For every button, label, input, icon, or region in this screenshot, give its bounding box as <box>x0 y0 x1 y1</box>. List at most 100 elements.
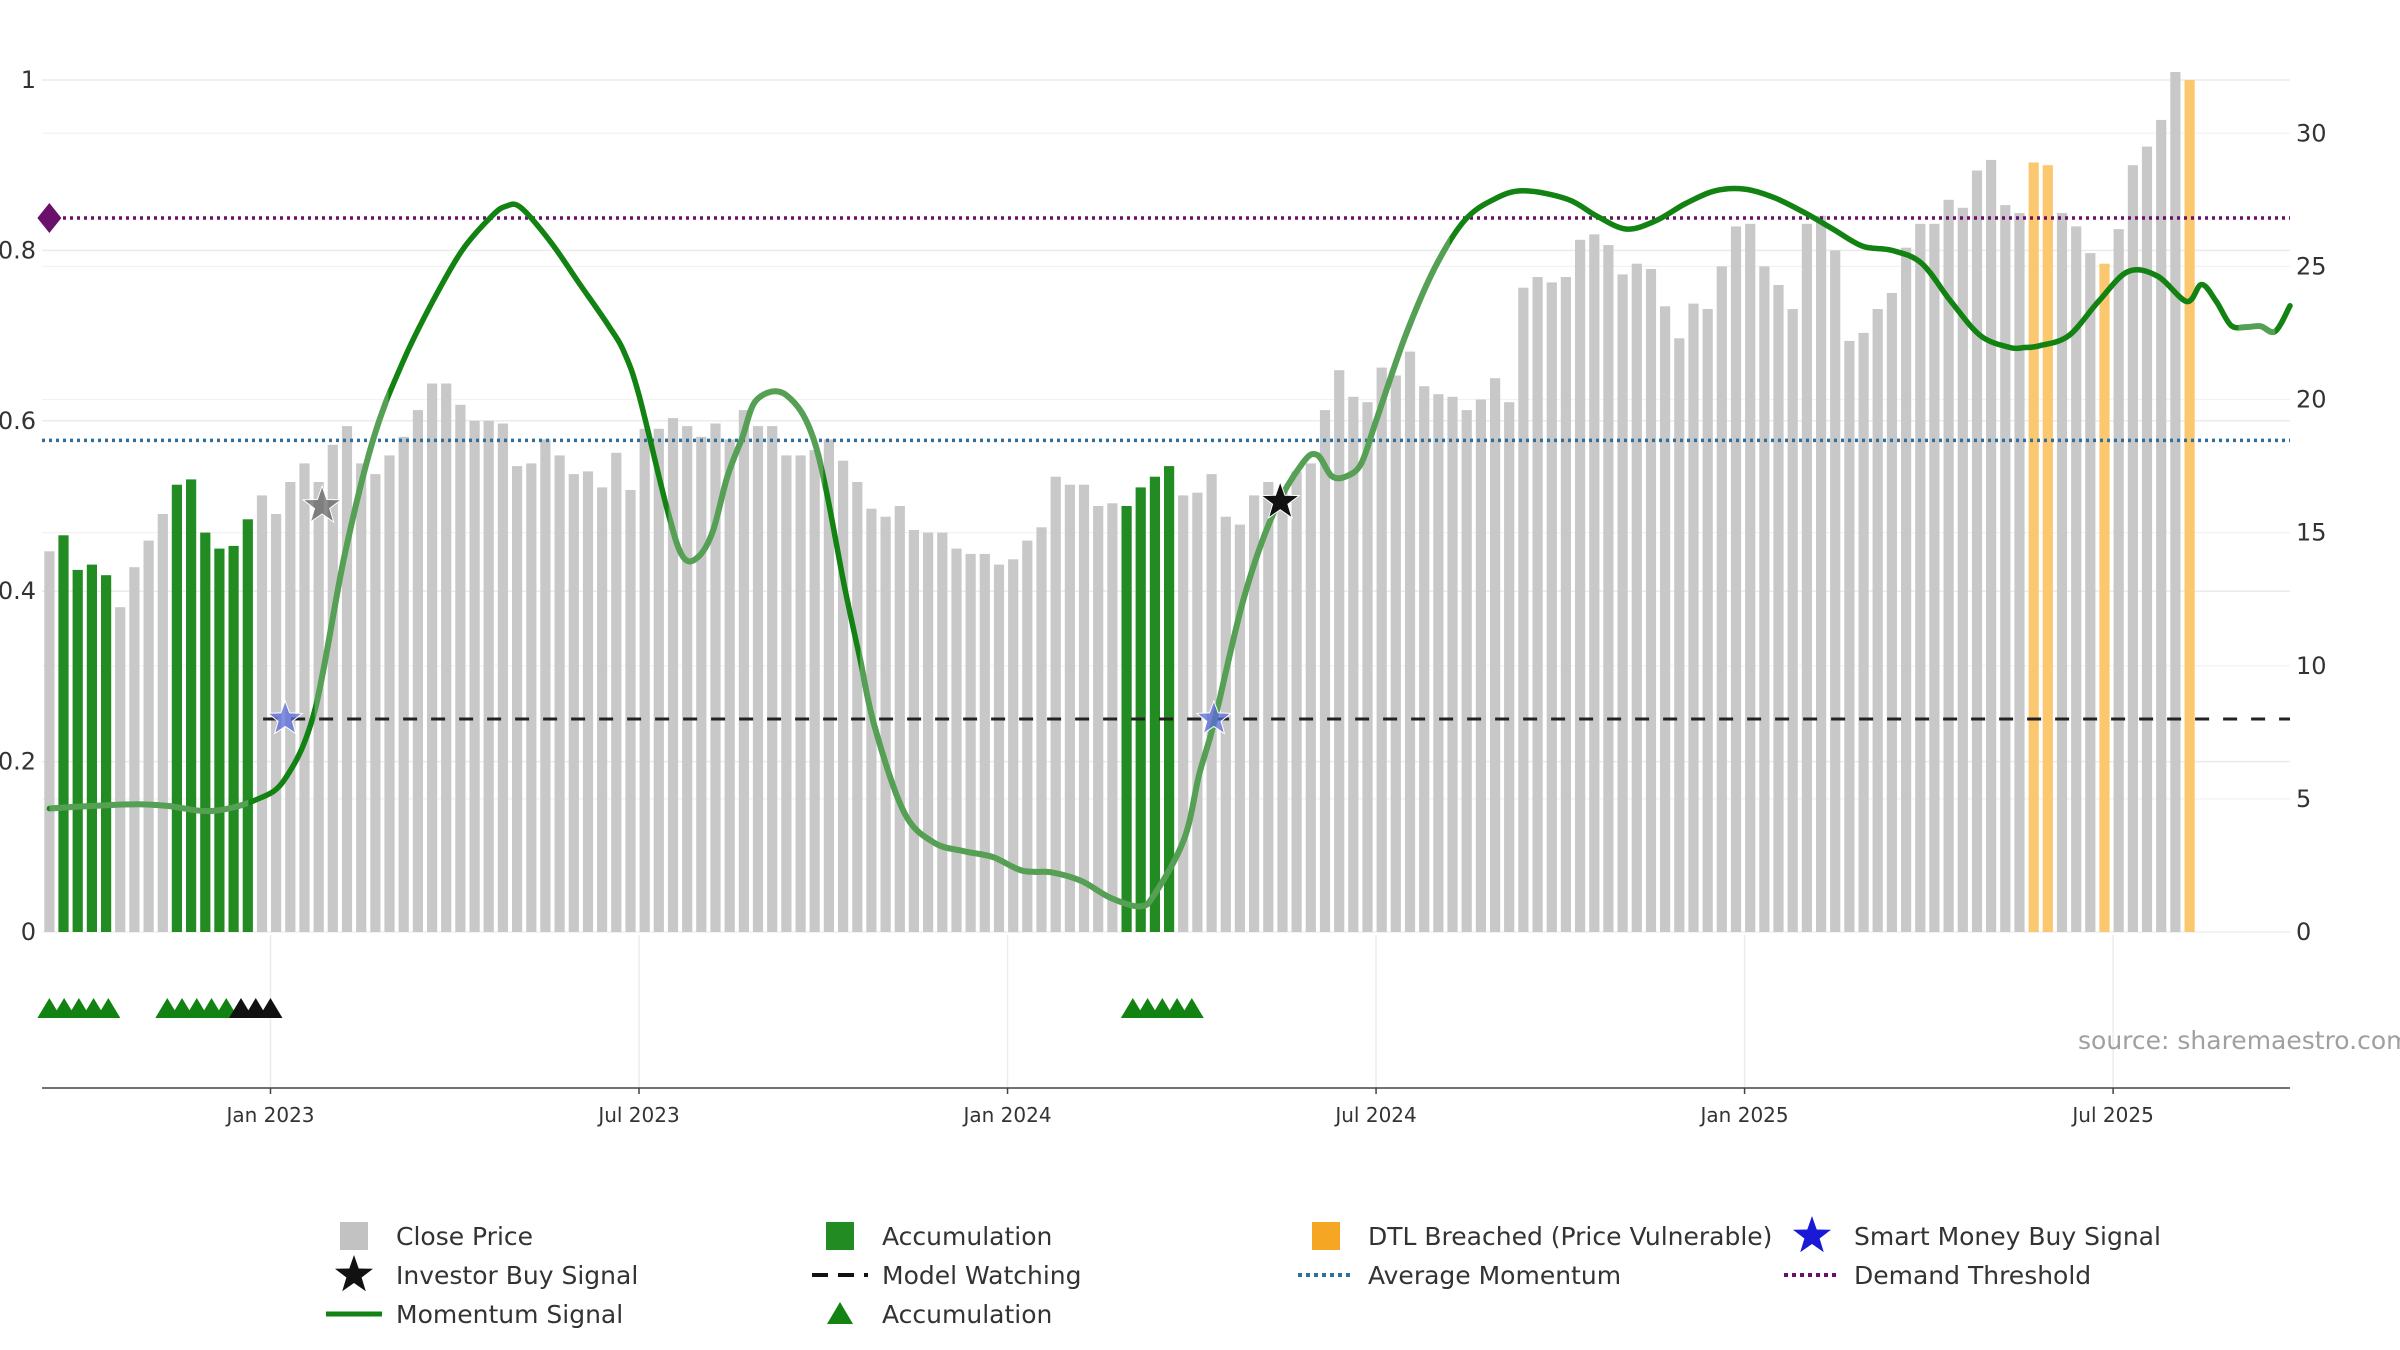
close-price-bar <box>398 436 409 932</box>
date-axis-tick-label: Jul 2023 <box>596 1103 679 1127</box>
close-price-bar <box>738 410 749 933</box>
close-price-bar <box>965 553 976 932</box>
close-price-bar <box>1078 484 1090 932</box>
close-price-bar <box>1546 282 1557 932</box>
close-price-bar <box>908 530 919 932</box>
accumulation-bar <box>200 532 211 932</box>
close-price-bar <box>951 548 962 932</box>
momentum-weak-segment <box>860 235 1450 910</box>
legend-symbol-smart-money <box>1793 1216 1831 1253</box>
close-price-bar <box>1504 402 1515 932</box>
smart-money-buy-star <box>1195 699 1233 735</box>
right-axis-tick-label: 5 <box>2296 785 2311 813</box>
close-price-bar <box>795 455 806 932</box>
close-price-bar <box>1461 410 1472 933</box>
close-price-bar <box>2000 205 2011 933</box>
legend-symbol-accumulation <box>826 1222 854 1250</box>
left-axis-tick-label: 0.8 <box>0 236 36 264</box>
close-price-bar <box>696 436 707 932</box>
close-price-bar <box>1475 399 1486 932</box>
close-price-bar <box>526 463 537 932</box>
close-price-bar <box>129 567 140 932</box>
close-price-bar <box>1234 524 1245 932</box>
close-price-bar <box>937 532 948 932</box>
dtl-breached-bar <box>2099 263 2110 932</box>
reference-lines <box>42 216 2290 721</box>
close-price-bar <box>838 460 849 932</box>
investor-buy-star <box>1259 480 1301 520</box>
left-axis-tick-label: 0.2 <box>0 748 36 776</box>
close-price-bar <box>1433 394 1444 932</box>
close-price-bar <box>1660 306 1671 932</box>
close-price-bar <box>1730 226 1742 932</box>
close-price-bar <box>1674 338 1685 932</box>
close-price-bar <box>44 551 55 932</box>
close-price-bar <box>2127 165 2138 932</box>
legend-square-swatch <box>826 1222 854 1250</box>
close-price-bar <box>653 428 664 932</box>
close-price-bar <box>2071 226 2082 932</box>
close-price-bar <box>710 423 721 932</box>
close-price-bar <box>256 495 268 932</box>
close-price-bar <box>1560 277 1571 932</box>
legend-label-demand-threshold: Demand Threshold <box>1854 1261 2091 1290</box>
accumulation-bar <box>1121 506 1132 932</box>
smart-money-buy-star <box>266 699 304 735</box>
close-price-bar <box>1291 471 1302 932</box>
close-price-bar <box>1915 223 1926 933</box>
legend-label-investor-buy: Investor Buy Signal <box>396 1261 638 1290</box>
accumulation-bar <box>1164 466 1175 932</box>
accumulation-triangle-black <box>258 998 283 1018</box>
close-price-bar <box>1348 396 1359 932</box>
dtl-breached-bar <box>2028 162 2039 932</box>
accumulation-bar <box>214 548 225 932</box>
legend-star-swatch <box>335 1255 373 1292</box>
momentum-signal-line <box>46 185 2293 910</box>
close-price-bar <box>469 420 480 932</box>
close-price-bar <box>1178 495 1189 932</box>
accumulation-triangles <box>37 998 1204 1018</box>
close-price-bar <box>1943 199 1954 933</box>
legend-label-model-watching: Model Watching <box>882 1261 1082 1290</box>
date-axis-tick-label: Jul 2024 <box>1333 1103 1416 1127</box>
close-price-bar <box>752 426 764 932</box>
close-price-bar <box>441 383 452 932</box>
left-axis-tick-label: 0.4 <box>0 577 36 605</box>
accumulation-bar <box>72 569 83 932</box>
close-price-bar <box>639 428 650 932</box>
close-price-bar <box>1589 234 1600 932</box>
close-price-bar <box>1362 402 1373 932</box>
signal-markers <box>37 203 1301 735</box>
close-price-bar <box>667 418 679 933</box>
close-price-bar <box>271 514 282 932</box>
close-price-bar <box>568 474 579 932</box>
close-price-bar <box>1745 223 1756 933</box>
close-price-bar <box>1801 223 1812 933</box>
close-price-bar <box>1404 351 1416 933</box>
accumulation-bar <box>1149 476 1160 932</box>
close-price-bar <box>143 540 154 932</box>
close-price-bar <box>1334 370 1345 932</box>
close-price-bar <box>767 426 778 932</box>
legend-star-swatch <box>1793 1216 1831 1253</box>
close-price-bar <box>2113 229 2124 933</box>
close-price-bar <box>880 516 891 932</box>
close-price-bar <box>497 423 508 932</box>
source-note: source: sharemaestro.com <box>2078 1026 2400 1055</box>
left-axis-ticks: 0 0.2 0.4 0.6 0.8 1 <box>0 66 36 946</box>
close-price-bar <box>1093 506 1104 932</box>
close-price-bar <box>2014 213 2025 933</box>
close-price-bar <box>1263 482 1274 932</box>
close-price-bar <box>554 455 565 932</box>
right-axis-tick-label: 10 <box>2296 652 2327 680</box>
accumulation-triangle <box>96 998 121 1018</box>
close-price-bar <box>2141 146 2153 933</box>
close-price-bar <box>894 506 905 932</box>
close-price-bar <box>993 564 1005 932</box>
close-price-bar <box>2056 213 2068 933</box>
left-axis-tick-label: 0 <box>21 918 36 946</box>
close-price-bar <box>1419 386 1430 932</box>
right-axis-tick-label: 30 <box>2296 119 2327 147</box>
close-price-bar <box>1759 266 1770 932</box>
